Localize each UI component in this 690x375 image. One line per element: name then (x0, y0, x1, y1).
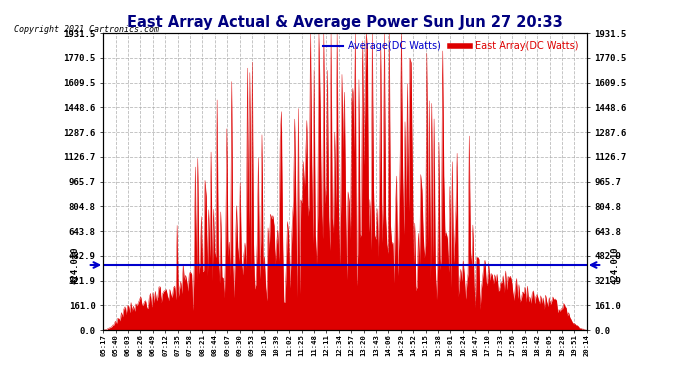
Text: 424.010: 424.010 (611, 246, 620, 284)
Title: East Array Actual & Average Power Sun Jun 27 20:33: East Array Actual & Average Power Sun Ju… (127, 15, 563, 30)
Legend: Average(DC Watts), East Array(DC Watts): Average(DC Watts), East Array(DC Watts) (319, 38, 582, 55)
Text: 424.010: 424.010 (70, 246, 79, 284)
Text: Copyright 2021 Cartronics.com: Copyright 2021 Cartronics.com (14, 25, 159, 34)
